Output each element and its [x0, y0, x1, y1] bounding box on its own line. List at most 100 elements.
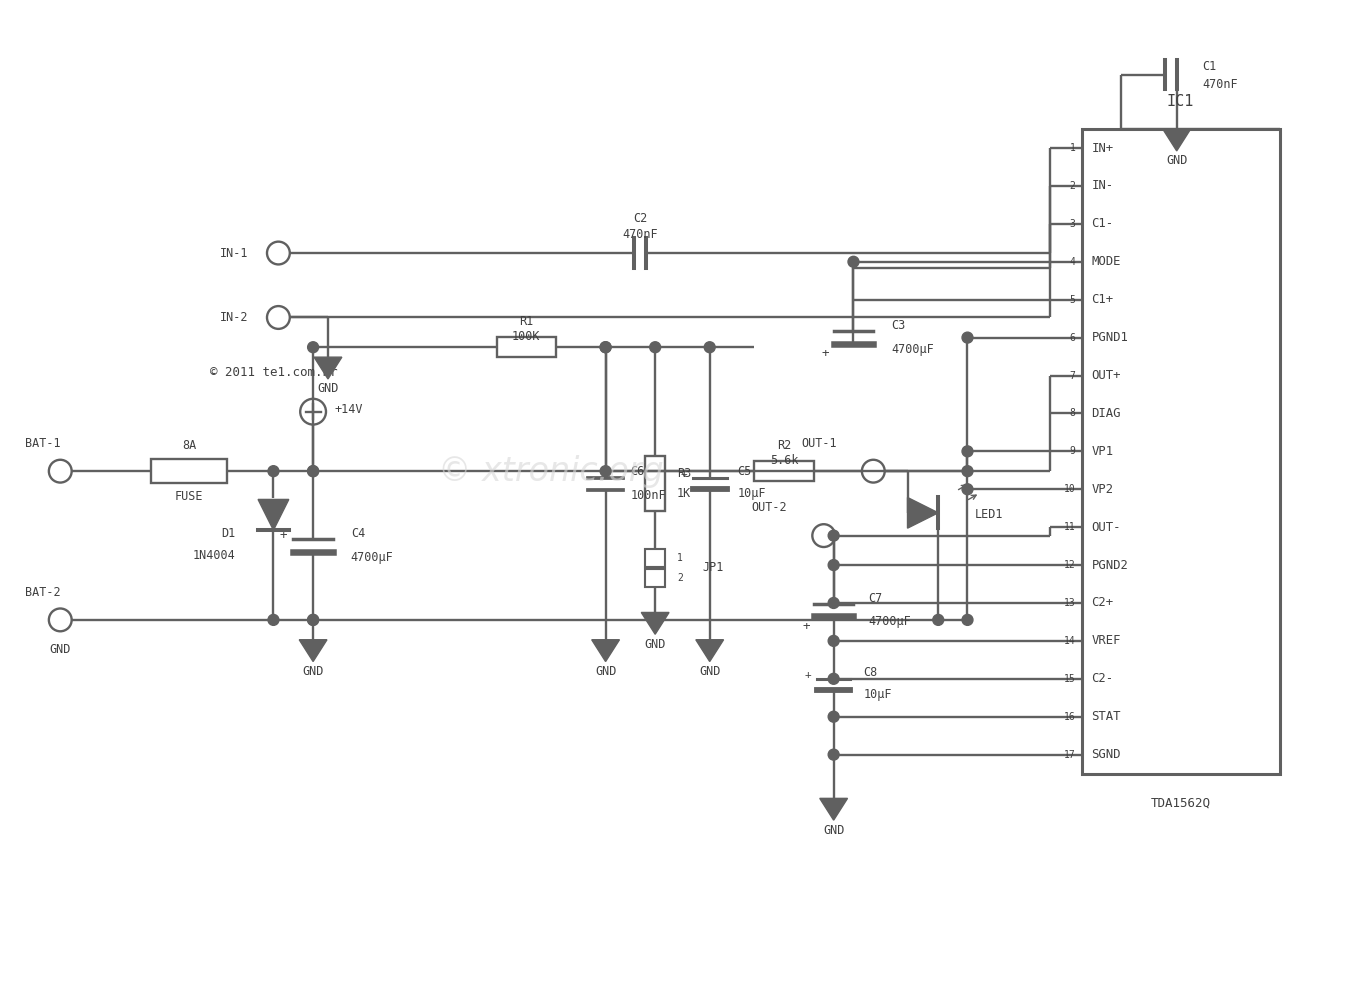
Text: R2: R2	[778, 439, 791, 452]
Text: C4: C4	[351, 527, 364, 541]
Circle shape	[649, 341, 660, 353]
Circle shape	[601, 466, 612, 477]
Text: 1: 1	[1069, 143, 1076, 153]
Text: JP1: JP1	[703, 561, 724, 574]
Text: +: +	[680, 469, 687, 479]
Text: +: +	[802, 620, 810, 633]
Text: 7: 7	[1069, 371, 1076, 381]
Circle shape	[963, 333, 973, 343]
Bar	[1081, 129, 1280, 774]
Text: 11: 11	[1064, 522, 1076, 532]
Text: +: +	[279, 529, 288, 542]
Text: FUSE: FUSE	[176, 490, 204, 503]
Text: 2: 2	[1069, 181, 1076, 191]
Circle shape	[963, 614, 973, 625]
Text: BAT-1: BAT-1	[24, 437, 61, 450]
Text: STAT: STAT	[1091, 710, 1120, 723]
Polygon shape	[819, 799, 848, 820]
Text: IN-1: IN-1	[220, 246, 248, 260]
Text: PGND1: PGND1	[1091, 332, 1129, 344]
Text: OUT-2: OUT-2	[752, 501, 787, 514]
Polygon shape	[695, 640, 724, 661]
Circle shape	[963, 466, 973, 477]
Circle shape	[308, 614, 319, 625]
Circle shape	[308, 614, 319, 625]
Text: 14: 14	[1064, 636, 1076, 645]
Text: IN-: IN-	[1091, 180, 1114, 192]
Text: C3: C3	[891, 319, 906, 332]
Text: 10μF: 10μF	[737, 487, 765, 500]
Circle shape	[828, 597, 840, 608]
Bar	[645, 569, 666, 587]
Text: GND: GND	[50, 644, 72, 656]
Text: 8A: 8A	[182, 439, 196, 452]
Text: © 2011 te1.com.br: © 2011 te1.com.br	[209, 366, 338, 379]
Polygon shape	[300, 640, 327, 661]
Circle shape	[601, 341, 612, 353]
Circle shape	[828, 749, 840, 760]
Text: R3: R3	[676, 467, 691, 480]
Text: 4700μF: 4700μF	[351, 551, 394, 564]
Text: GND: GND	[824, 824, 844, 837]
Text: 13: 13	[1064, 598, 1076, 608]
Circle shape	[933, 614, 944, 625]
Polygon shape	[258, 499, 289, 530]
Circle shape	[828, 711, 840, 722]
Circle shape	[828, 530, 840, 542]
Text: C1-: C1-	[1091, 218, 1114, 231]
Text: DIAG: DIAG	[1091, 407, 1120, 420]
Circle shape	[963, 446, 973, 457]
Circle shape	[269, 466, 279, 477]
Text: 2: 2	[676, 573, 683, 583]
Text: 3: 3	[1069, 219, 1076, 229]
Text: C5: C5	[737, 465, 752, 478]
Text: 6: 6	[1069, 333, 1076, 342]
Text: VP2: VP2	[1091, 483, 1114, 495]
Text: 4700μF: 4700μF	[868, 615, 911, 629]
Circle shape	[828, 559, 840, 571]
Circle shape	[308, 466, 319, 477]
Text: GND: GND	[644, 638, 666, 650]
Text: 16: 16	[1064, 711, 1076, 722]
Polygon shape	[1162, 129, 1191, 151]
Text: 15: 15	[1064, 674, 1076, 684]
Text: 17: 17	[1064, 749, 1076, 759]
Circle shape	[828, 636, 840, 646]
Text: PGND2: PGND2	[1091, 558, 1129, 572]
Bar	[645, 456, 666, 511]
Text: 8: 8	[1069, 408, 1076, 419]
Text: C8: C8	[864, 666, 878, 679]
Text: 1N4004: 1N4004	[193, 549, 236, 562]
Text: IC1: IC1	[1166, 94, 1195, 109]
Text: 10: 10	[1064, 485, 1076, 494]
Polygon shape	[315, 357, 342, 379]
Text: C1+: C1+	[1091, 293, 1114, 306]
Bar	[645, 549, 666, 567]
Text: 9: 9	[1069, 446, 1076, 456]
Text: BAT-2: BAT-2	[24, 586, 61, 598]
Text: 470nF: 470nF	[1203, 77, 1238, 91]
Bar	[755, 461, 814, 481]
Text: 1: 1	[676, 553, 683, 563]
Text: C2-: C2-	[1091, 672, 1114, 686]
Text: 5.6k: 5.6k	[769, 454, 798, 467]
Polygon shape	[641, 612, 670, 635]
Text: SGND: SGND	[1091, 749, 1120, 761]
Text: GND: GND	[317, 383, 339, 395]
Text: +: +	[822, 347, 829, 360]
Circle shape	[308, 466, 319, 477]
Text: C6: C6	[630, 465, 645, 478]
Text: 5: 5	[1069, 294, 1076, 305]
Text: GND: GND	[595, 665, 617, 678]
Text: OUT+: OUT+	[1091, 369, 1120, 382]
Text: C2: C2	[633, 212, 648, 225]
Text: C7: C7	[868, 592, 883, 604]
Text: 1K: 1K	[676, 487, 691, 500]
Circle shape	[269, 614, 279, 625]
Circle shape	[848, 256, 859, 267]
Text: MODE: MODE	[1091, 255, 1120, 268]
Text: VREF: VREF	[1091, 635, 1120, 647]
Text: C1: C1	[1203, 60, 1216, 74]
Text: 12: 12	[1064, 560, 1076, 570]
Text: +: +	[805, 670, 811, 680]
